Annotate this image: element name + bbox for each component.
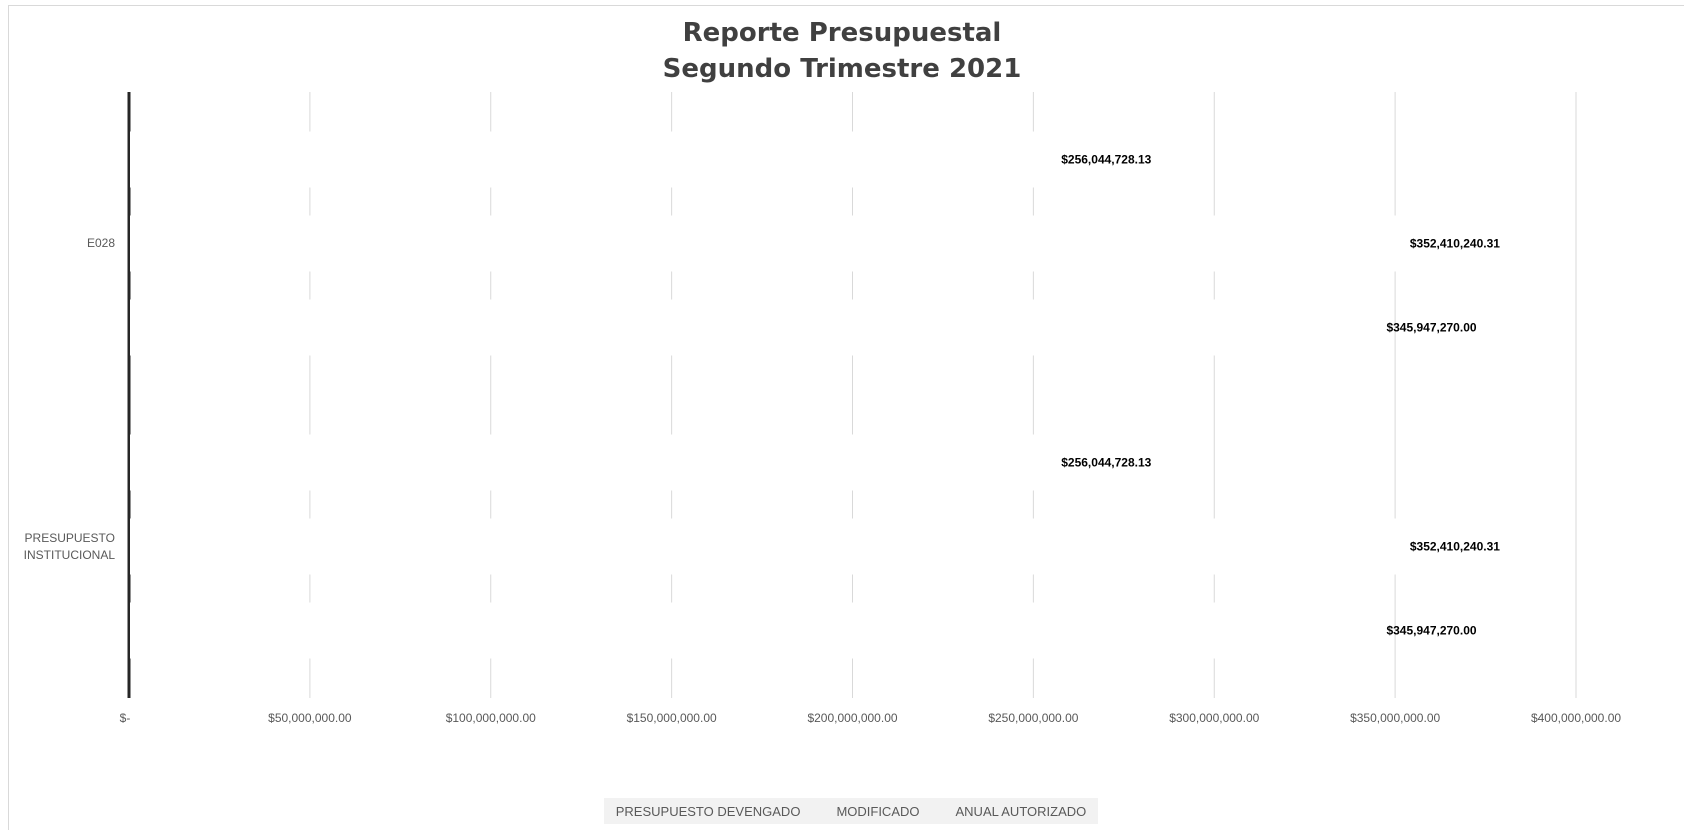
bar[interactable] xyxy=(130,434,1057,491)
chart-legend: PRESUPUESTO DEVENGADO MODIFICADO ANUAL A… xyxy=(604,798,1098,824)
bar[interactable] xyxy=(130,518,1405,575)
x-tick-label: $400,000,000.00 xyxy=(1531,711,1621,725)
legend-item-devengado[interactable]: PRESUPUESTO DEVENGADO xyxy=(615,803,801,819)
chart-subtitle: Segundo Trimestre 2021 xyxy=(662,54,1022,84)
x-tick-label: $50,000,000.00 xyxy=(268,711,352,725)
chart-area xyxy=(8,5,1684,830)
data-label: $352,410,240.31 xyxy=(1410,540,1500,554)
legend-item-anual-autorizado[interactable]: ANUAL AUTORIZADO xyxy=(955,803,1087,819)
x-tick-label: $- xyxy=(120,711,131,725)
data-label: $256,044,728.13 xyxy=(1061,153,1151,167)
bar[interactable] xyxy=(130,299,1382,356)
data-label: $352,410,240.31 xyxy=(1410,237,1500,251)
x-tick-label: $100,000,000.00 xyxy=(446,711,536,725)
x-tick-label: $350,000,000.00 xyxy=(1350,711,1440,725)
legend-item-modificado[interactable]: MODIFICADO xyxy=(836,803,920,819)
x-tick-label: $300,000,000.00 xyxy=(1169,711,1259,725)
data-label: $345,947,270.00 xyxy=(1386,624,1476,638)
category-label-presupuesto-institucional: PRESUPUESTO INSTITUCIONAL xyxy=(23,531,115,562)
x-tick-label: $150,000,000.00 xyxy=(627,711,717,725)
x-tick-label: $200,000,000.00 xyxy=(807,711,897,725)
bar[interactable] xyxy=(130,602,1382,659)
data-label: $345,947,270.00 xyxy=(1386,321,1476,335)
data-label: $256,044,728.13 xyxy=(1061,456,1151,470)
bar[interactable] xyxy=(130,131,1057,188)
category-label-e028: E028 xyxy=(86,236,115,250)
x-tick-label: $250,000,000.00 xyxy=(988,711,1078,725)
chart-title: Reporte Presupuestal xyxy=(682,18,1002,48)
bar[interactable] xyxy=(130,215,1405,272)
